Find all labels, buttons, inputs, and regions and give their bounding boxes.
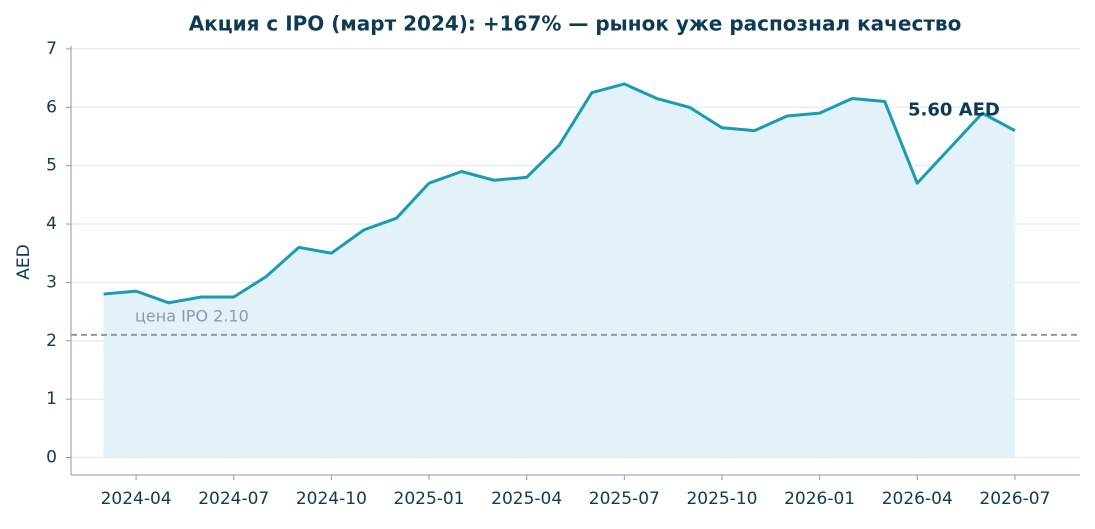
area <box>103 83 1015 458</box>
y-tick-label: 2 <box>46 331 57 351</box>
x-tick-label: 2026-07 <box>979 489 1050 509</box>
x-tick-label: 2025-10 <box>686 489 757 509</box>
y-tick-label: 5 <box>46 156 57 176</box>
chart-title: Акция с IPO (март 2024): +167% — рынок у… <box>189 12 962 36</box>
x-tick-label: 2026-04 <box>882 489 953 509</box>
y-tick-label: 1 <box>46 389 57 409</box>
x-tick-label: 2026-01 <box>784 489 855 509</box>
x-tick-label: 2025-07 <box>589 489 660 509</box>
y-axis-label: AED <box>14 244 34 279</box>
x-tick-label: 2024-07 <box>198 489 269 509</box>
y-tick-label: 7 <box>46 39 57 59</box>
price-line <box>103 82 1016 305</box>
last-value-label: 5.60 AED <box>908 100 1000 121</box>
x-tick-label: 2024-10 <box>296 489 367 509</box>
x-tick-label: 2025-01 <box>394 489 465 509</box>
y-tick-label: 3 <box>46 272 57 292</box>
x-tick-label: 2025-04 <box>491 489 562 509</box>
ipo-label: цена IPO 2.10 <box>135 306 249 325</box>
x-tick-label: 2024-04 <box>101 489 172 509</box>
y-tick-label: 4 <box>46 214 57 234</box>
y-tick-label: 6 <box>46 97 57 117</box>
y-tick-label: 0 <box>46 447 57 467</box>
